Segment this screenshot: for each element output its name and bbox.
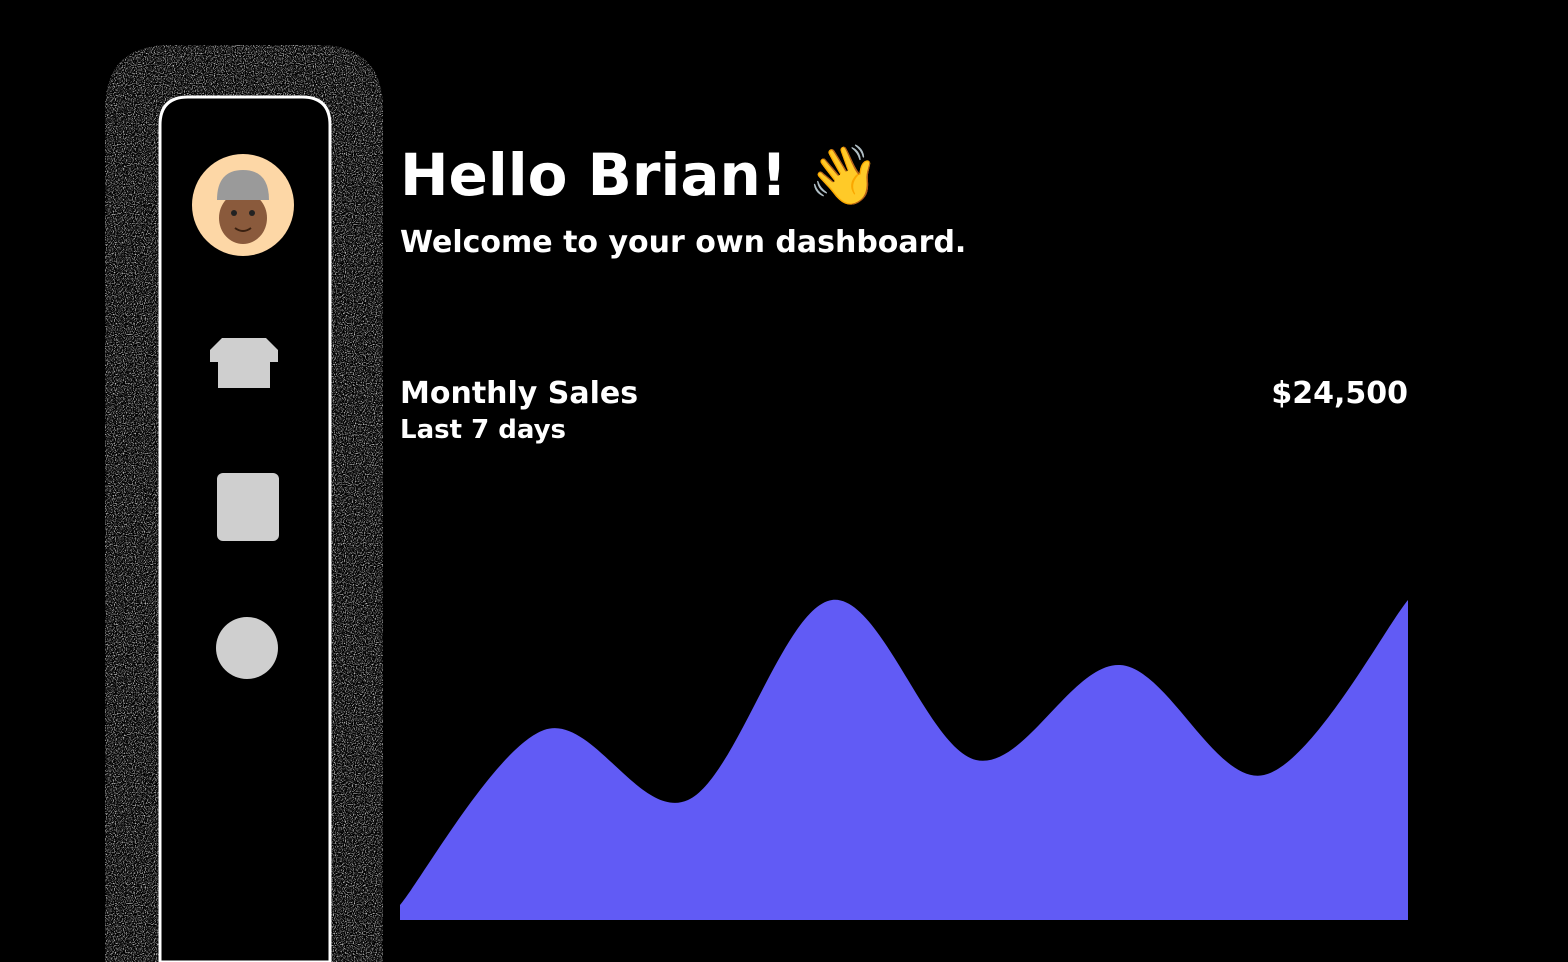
nav-icons [210, 338, 279, 679]
subtitle: Welcome to your own dashboard. [400, 225, 966, 260]
store-icon[interactable] [210, 338, 278, 388]
stat-value: $24,500 [1271, 376, 1408, 411]
settings-icon[interactable] [216, 617, 278, 679]
avatar [192, 154, 294, 256]
area [400, 599, 1408, 920]
docs-icon[interactable] [217, 473, 279, 541]
title: Hello Brian! 👋 [400, 141, 880, 210]
stat-label: Monthly Sales [400, 376, 638, 411]
stat-sublabel: Last 7 days [400, 415, 566, 445]
